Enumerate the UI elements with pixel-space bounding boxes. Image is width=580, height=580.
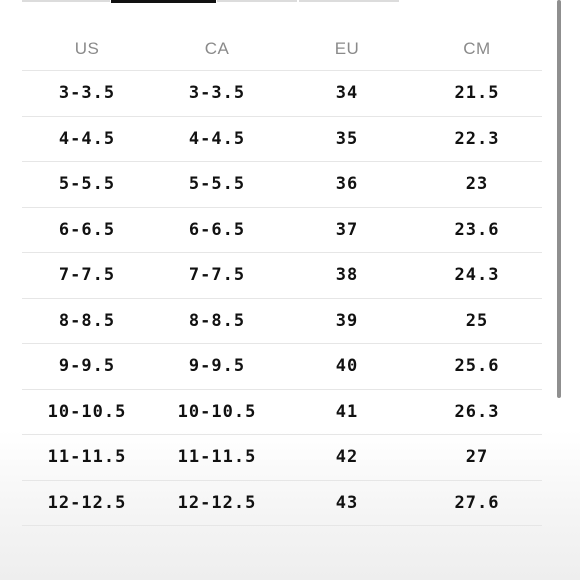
cell-ca: 6-6.5 [188,219,246,240]
cell-ca: 3-3.5 [188,83,246,104]
cell-us: 6-6.5 [58,219,116,240]
table-header-row: US CA EU CM [22,28,542,71]
cell-ca: 9-9.5 [188,356,246,377]
cell-us: 8-8.5 [58,310,116,331]
cell-eu: 38 [335,265,359,286]
cell-eu: 37 [335,219,359,240]
table-row: 7-7.5 7-7.5 38 24.3 [22,253,542,299]
table-row: 11-11.5 11-11.5 42 27 [22,435,542,481]
table-row: 3-3.5 3-3.5 34 21.5 [22,71,542,117]
cell-us: 7-7.5 [58,265,116,286]
size-chart-table: US CA EU CM 3-3.5 3-3.5 34 21.5 4-4.5 4-… [22,28,542,526]
cell-ca: 8-8.5 [188,310,246,331]
table-row: 8-8.5 8-8.5 39 25 [22,299,542,344]
cell-ca: 4-4.5 [188,128,246,149]
cell-cm: 26.3 [454,401,500,422]
cell-cm: 23 [465,174,489,195]
cell-us: 5-5.5 [58,174,116,195]
header-eu: EU [334,39,360,58]
cell-us: 10-10.5 [47,401,127,422]
cell-cm: 27 [465,447,489,468]
cell-cm: 21.5 [454,83,500,104]
cell-eu: 40 [335,356,359,377]
cell-cm: 25.6 [454,356,500,377]
tab-2-active[interactable] [111,0,216,3]
cell-cm: 23.6 [454,219,500,240]
tab-4[interactable] [299,0,399,2]
table-row: 5-5.5 5-5.5 36 23 [22,162,542,208]
cell-eu: 34 [335,83,359,104]
cell-cm: 24.3 [454,265,500,286]
table-row: 4-4.5 4-4.5 35 22.3 [22,117,542,162]
cell-eu: 36 [335,174,359,195]
cell-ca: 7-7.5 [188,265,246,286]
cell-ca: 12-12.5 [177,492,257,513]
cell-us: 3-3.5 [58,83,116,104]
cell-eu: 43 [335,492,359,513]
cell-eu: 41 [335,401,359,422]
vertical-scrollbar[interactable] [557,0,561,398]
cell-us: 12-12.5 [47,492,127,513]
cell-us: 11-11.5 [47,447,127,468]
table-row: 9-9.5 9-9.5 40 25.6 [22,344,542,390]
table-row: 12-12.5 12-12.5 43 27.6 [22,481,542,526]
cell-eu: 42 [335,447,359,468]
table-row: 6-6.5 6-6.5 37 23.6 [22,208,542,253]
tab-3[interactable] [217,0,297,2]
cell-ca: 10-10.5 [177,401,257,422]
cell-cm: 25 [465,310,489,331]
header-us: US [74,39,100,58]
tab-bar [0,0,580,4]
cell-ca: 11-11.5 [177,447,257,468]
cell-ca: 5-5.5 [188,174,246,195]
header-cm: CM [463,39,491,58]
table-row: 10-10.5 10-10.5 41 26.3 [22,390,542,435]
cell-eu: 39 [335,310,359,331]
cell-eu: 35 [335,128,359,149]
cell-us: 4-4.5 [58,128,116,149]
tab-1[interactable] [22,0,110,2]
cell-cm: 27.6 [454,492,500,513]
cell-cm: 22.3 [454,128,500,149]
cell-us: 9-9.5 [58,356,116,377]
header-ca: CA [204,39,230,58]
